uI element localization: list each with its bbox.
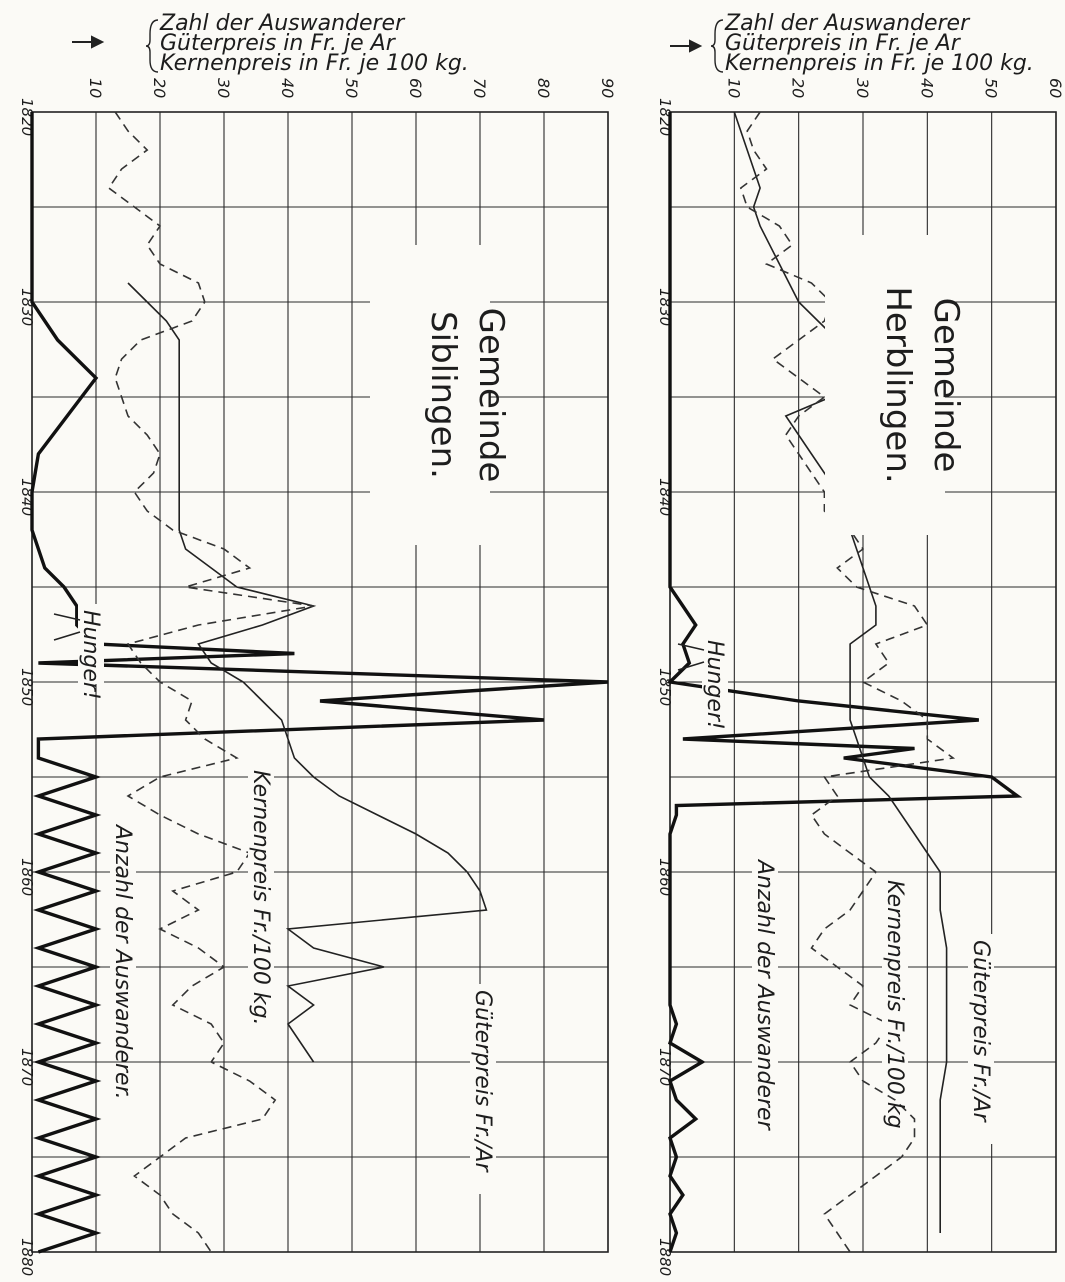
annotation-hunger: Hunger! bbox=[702, 640, 727, 730]
series-group-siblingen bbox=[30, 111, 609, 1254]
legend-line-land-price: Güterpreis in Fr. je Ar bbox=[160, 31, 397, 56]
year-tick-label: 1880 bbox=[18, 1238, 36, 1276]
value-tick-label: 30 bbox=[853, 78, 872, 98]
chart-title-part: Siblingen. bbox=[423, 311, 463, 479]
arrow-icon bbox=[677, 643, 705, 671]
chart-title-part: Gemeinde bbox=[926, 298, 966, 473]
year-tick-label: 1870 bbox=[656, 1048, 674, 1086]
series-line-land bbox=[733, 111, 948, 1233]
annotation-background bbox=[702, 634, 728, 714]
value-tick-label: 80 bbox=[534, 78, 553, 98]
year-tick-label: 1880 bbox=[656, 1238, 674, 1276]
legend-siblingen: Zahl der Auswanderer Güterpreis in Fr. j… bbox=[72, 11, 469, 76]
annotation-grain: Kernenpreis Fr./100 kg bbox=[882, 880, 907, 1129]
value-tick-label: 50 bbox=[342, 78, 361, 98]
arrow-icon bbox=[670, 39, 703, 53]
annotation-background bbox=[248, 764, 274, 974]
year-tick-label: 1850 bbox=[18, 668, 36, 706]
value-ticks-siblingen: 10 20 30 40 50 60 70 80 90 bbox=[86, 78, 617, 98]
value-ticks-herblingen: 10 20 30 40 50 60 bbox=[724, 78, 1065, 98]
annotation-grain: Kernenpreis Fr./100 kg. bbox=[248, 770, 273, 1026]
value-tick-label: 10 bbox=[724, 78, 743, 98]
series-line-emigrants bbox=[666, 112, 1023, 1253]
annotation-background bbox=[882, 874, 908, 1084]
annotation-land: Güterpreis Fr./Ar bbox=[968, 940, 993, 1123]
annotation-land: Güterpreis Fr./Ar bbox=[470, 990, 495, 1173]
arrow-icon bbox=[72, 35, 105, 49]
value-tick-label: 70 bbox=[470, 78, 489, 98]
year-tick-label: 1860 bbox=[18, 858, 36, 896]
chart-herblingen: Zahl der Auswanderer Güterpreis in Fr. j… bbox=[656, 11, 1065, 1276]
legend-line-emigrants: Zahl der Auswanderer bbox=[159, 11, 406, 36]
title-background bbox=[370, 245, 490, 545]
legend-line-grain-price: Kernenpreis in Fr. je 100 kg. bbox=[160, 51, 469, 76]
value-tick-label: 60 bbox=[1046, 78, 1065, 98]
value-tick-label: 10 bbox=[86, 78, 105, 98]
annotation-background bbox=[110, 819, 136, 1029]
series-line-grain bbox=[107, 111, 314, 1253]
series-line-land bbox=[127, 282, 488, 1063]
value-tick-label: 90 bbox=[598, 78, 617, 98]
chart-title-part: Gemeinde bbox=[471, 308, 511, 483]
annotation-background bbox=[470, 984, 496, 1194]
arrow-icon bbox=[53, 613, 81, 641]
gridlines-siblingen bbox=[31, 111, 609, 1253]
series-line-emigrants bbox=[30, 112, 609, 1254]
annotation-background bbox=[78, 604, 104, 684]
legend-line-emigrants: Zahl der Auswanderer bbox=[724, 11, 971, 36]
year-tick-label: 1870 bbox=[18, 1048, 36, 1086]
value-tick-label: 40 bbox=[278, 78, 297, 98]
value-tick-label: 30 bbox=[214, 78, 233, 98]
year-tick-label: 1850 bbox=[656, 668, 674, 706]
annotation-emigrants: Anzahl der Auswanderer bbox=[752, 858, 777, 1132]
legend-line-grain-price: Kernenpreis in Fr. je 100 kg. bbox=[725, 51, 1034, 76]
value-tick-label: 60 bbox=[406, 78, 425, 98]
title-background bbox=[825, 235, 945, 535]
annotation-hunger: Hunger! bbox=[78, 610, 103, 700]
annotation-background bbox=[968, 934, 994, 1144]
chart-siblingen: Zahl der Auswanderer Güterpreis in Fr. j… bbox=[18, 11, 617, 1276]
legend-line-land-price: Güterpreis in Fr. je Ar bbox=[725, 31, 962, 56]
annotation-background bbox=[752, 854, 778, 1064]
legend-herblingen: Zahl der Auswanderer Güterpreis in Fr. j… bbox=[670, 11, 1034, 76]
value-tick-label: 20 bbox=[150, 78, 169, 98]
value-tick-label: 50 bbox=[982, 78, 1001, 98]
annotation-emigrants: Anzahl der Auswanderer. bbox=[110, 823, 135, 1100]
value-tick-label: 20 bbox=[789, 78, 808, 98]
value-tick-label: 40 bbox=[917, 78, 936, 98]
chart-title-part: Herblingen. bbox=[878, 286, 918, 483]
